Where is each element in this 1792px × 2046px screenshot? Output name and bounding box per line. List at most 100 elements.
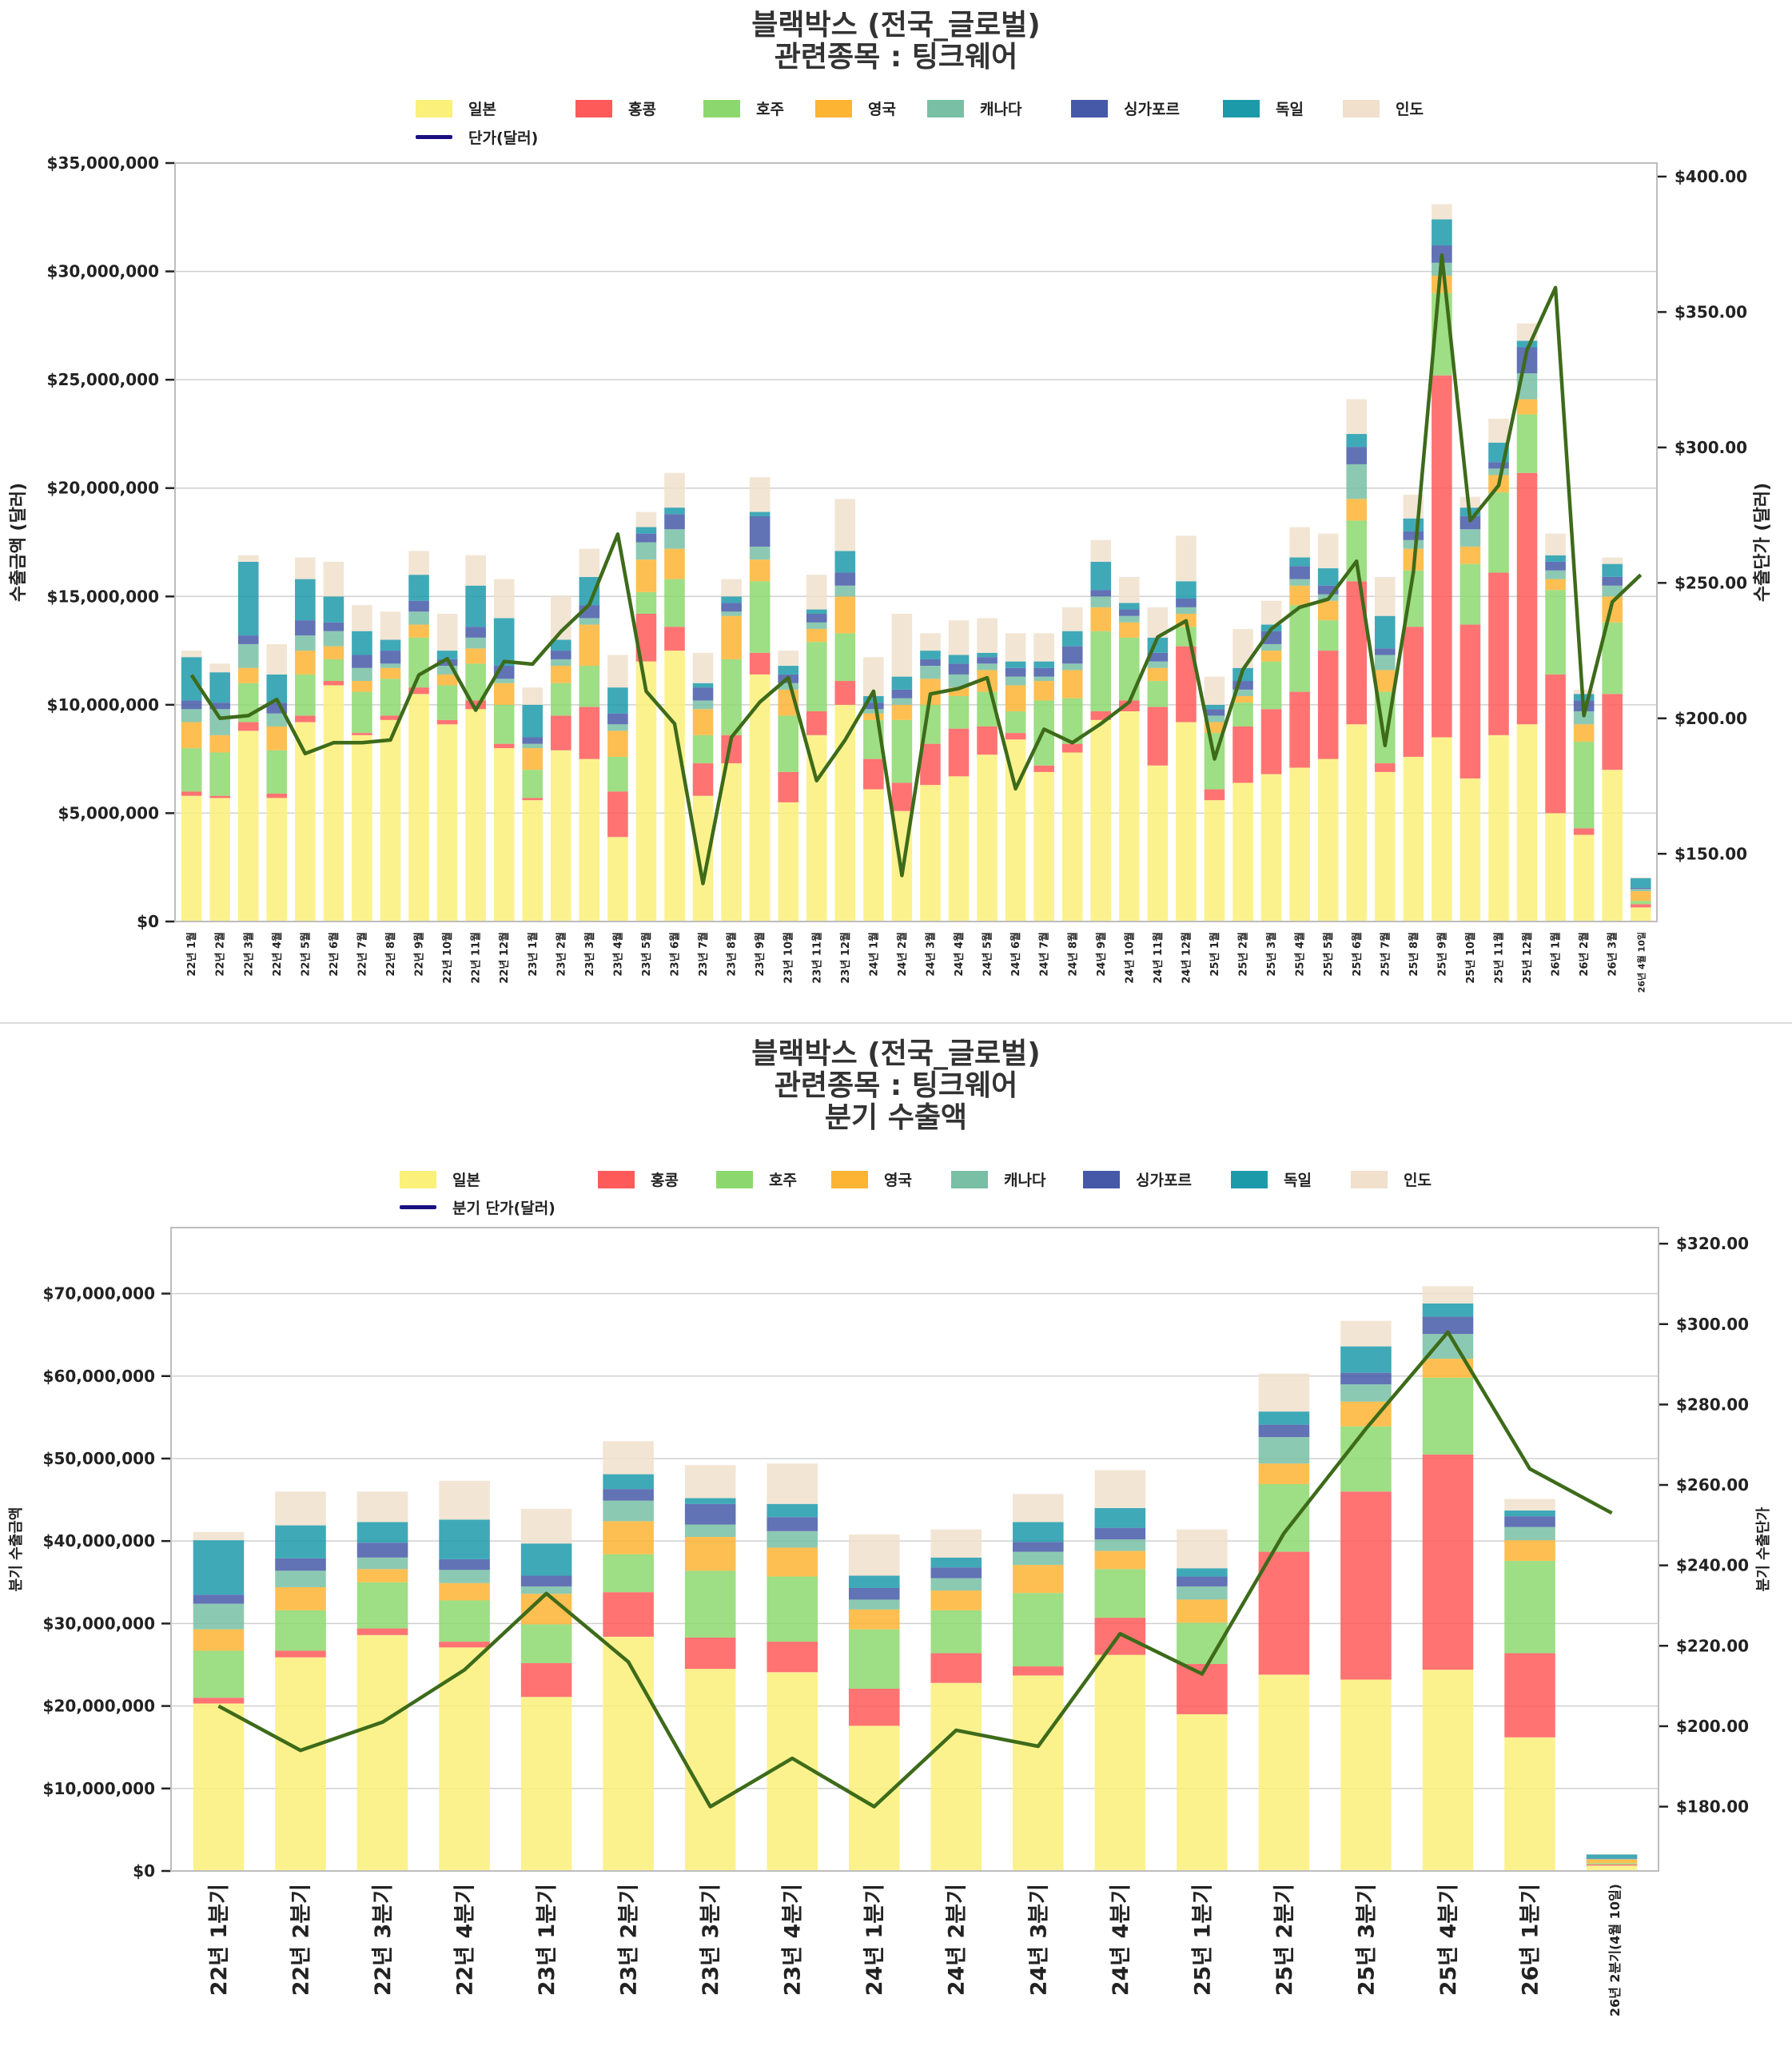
bar-segment-인도 [323, 561, 344, 597]
bar-segment-싱가포르 [1504, 1516, 1555, 1527]
bar-segment-호주 [1422, 1377, 1474, 1455]
bar-segment-영국 [439, 1582, 490, 1601]
bar-segment-캐나다 [635, 542, 657, 560]
bar-segment-인도 [522, 687, 544, 705]
bar-segment-홍콩 [1013, 1666, 1064, 1676]
bar-segment-일본 [692, 795, 714, 921]
bar-segment-영국 [323, 646, 344, 659]
bar-segment-싱가포르 [1176, 598, 1197, 607]
bar-segment-영국 [465, 648, 486, 664]
bar-segment-홍콩 [209, 795, 230, 798]
y-tick-label: $25,000,000 [47, 370, 159, 389]
bar-segment-호주 [436, 685, 458, 720]
bar-segment-캐나다 [1289, 579, 1310, 586]
bar-segment-홍콩 [439, 1642, 490, 1648]
x-tick-label: 26년 3월 [1607, 932, 1619, 977]
x-tick-label: 25년 9월 [1436, 932, 1448, 977]
bar-segment-일본 [356, 1634, 408, 1871]
bar-segment-싱가포르 [1258, 1424, 1310, 1438]
bar-segment-영국 [1232, 696, 1253, 703]
bar-segment-독일 [848, 1575, 900, 1589]
bar-segment-일본 [684, 1669, 736, 1871]
x-tick-label: 25년 7월 [1379, 932, 1392, 977]
bar-segment-캐나다 [295, 635, 316, 651]
legend-item: 일본 [416, 98, 496, 119]
bar-segment-일본 [465, 709, 486, 921]
bar-segment-홍콩 [749, 652, 771, 675]
bar-segment-홍콩 [1545, 674, 1566, 814]
x-tick-label: 24년 7월 [1038, 932, 1051, 977]
legend-item: 호주 [716, 1168, 797, 1190]
bar-segment-독일 [1422, 1303, 1474, 1317]
legend-item: 인도 [1343, 98, 1424, 119]
bar-segment-홍콩 [465, 700, 486, 710]
bar-segment-영국 [948, 687, 970, 697]
bar-segment-호주 [323, 659, 344, 682]
bar-segment-싱가포르 [1459, 515, 1481, 530]
bar-segment-인도 [352, 605, 372, 631]
bar-segment-홍콩 [237, 722, 259, 731]
bar-segment-일본 [439, 1647, 490, 1871]
bar-segment-싱가포르 [436, 659, 458, 667]
bar-segment-독일 [778, 666, 798, 675]
bar-segment-호주 [891, 719, 913, 783]
bar-segment-캐나다 [550, 659, 571, 667]
bar-segment-홍콩 [1374, 763, 1396, 772]
bar-segment-독일 [1504, 1510, 1555, 1517]
legend-swatch [598, 1170, 635, 1188]
bar-segment-일본 [1516, 724, 1538, 921]
x-tick-label: 22년 3월 [242, 932, 255, 977]
bar-segment-독일 [749, 512, 771, 516]
bar-segment-싱가포르 [193, 1594, 245, 1604]
bar-segment-캐나다 [1033, 676, 1054, 682]
bar-segment-캐나다 [684, 1524, 736, 1538]
bar-segment-일본 [1504, 1737, 1555, 1871]
bar-segment-일본 [848, 1726, 900, 1871]
bar-segment-인도 [977, 618, 998, 653]
bar-segment-캐나다 [1061, 663, 1083, 671]
bar-segment-캐나다 [1204, 715, 1225, 722]
bar-segment-일본 [1289, 767, 1310, 921]
bar-segment-호주 [930, 1610, 982, 1654]
monthly-chart-svg: $0 $5,000,000 $10,000,000 $15,000,000 $20,00… [9, 153, 1773, 993]
quarterly-chart-title: 블랙박스 (전국_글로벌) 관련종목 : 팅크웨어 분기 수출액 [0, 1038, 1792, 1134]
plot-frame [174, 162, 1658, 922]
bar-segment-영국 [1317, 600, 1339, 621]
bar-segment-홍콩 [920, 743, 941, 786]
bar-segment-독일 [1545, 555, 1566, 562]
bar-segment-독일 [1403, 518, 1424, 531]
bar-segment-싱가포르 [684, 1503, 736, 1525]
bar-segment-싱가포르 [948, 663, 970, 675]
bar-segment-일본 [579, 758, 600, 921]
bar-segment-싱가포르 [664, 514, 685, 530]
bar-segment-캐나다 [920, 666, 941, 679]
bar-segment-영국 [749, 559, 771, 582]
bar-segment-호주 [721, 659, 742, 735]
bar-segment-독일 [1346, 433, 1368, 448]
bar-segment-독일 [209, 672, 230, 703]
bar-segment-호주 [684, 1570, 736, 1638]
bar-segment-일본 [1147, 765, 1169, 921]
x-tick-label: 24년 2분기 [945, 1884, 970, 1996]
legend-line-swatch [400, 1205, 436, 1209]
bar-segment-영국 [767, 1547, 818, 1577]
bar-segment-영국 [237, 667, 259, 683]
bar-segment-호주 [439, 1600, 490, 1642]
bar-segment-홍콩 [1459, 624, 1481, 779]
legend-label: 홍콩 [651, 1172, 679, 1189]
bar-segment-싱가포르 [295, 620, 316, 636]
bar-segment-인도 [692, 652, 714, 683]
bar-segment-호주 [1488, 492, 1509, 573]
bar-segment-캐나다 [237, 643, 259, 668]
y2-tick-label: $220.00 [1676, 1636, 1749, 1655]
bar-segment-독일 [977, 652, 998, 658]
bar-segment-영국 [1374, 670, 1396, 692]
bar-segment-홍콩 [436, 719, 458, 725]
x-tick-label: 23년 12월 [839, 932, 852, 984]
y2-tick-label: $200.00 [1676, 1717, 1749, 1736]
bar-segment-일본 [930, 1682, 982, 1871]
legend-swatch [1343, 99, 1380, 117]
bar-segment-싱가포르 [1119, 609, 1140, 616]
bar-segment-호주 [1258, 1483, 1310, 1552]
y-tick-label: $30,000,000 [43, 1614, 155, 1633]
